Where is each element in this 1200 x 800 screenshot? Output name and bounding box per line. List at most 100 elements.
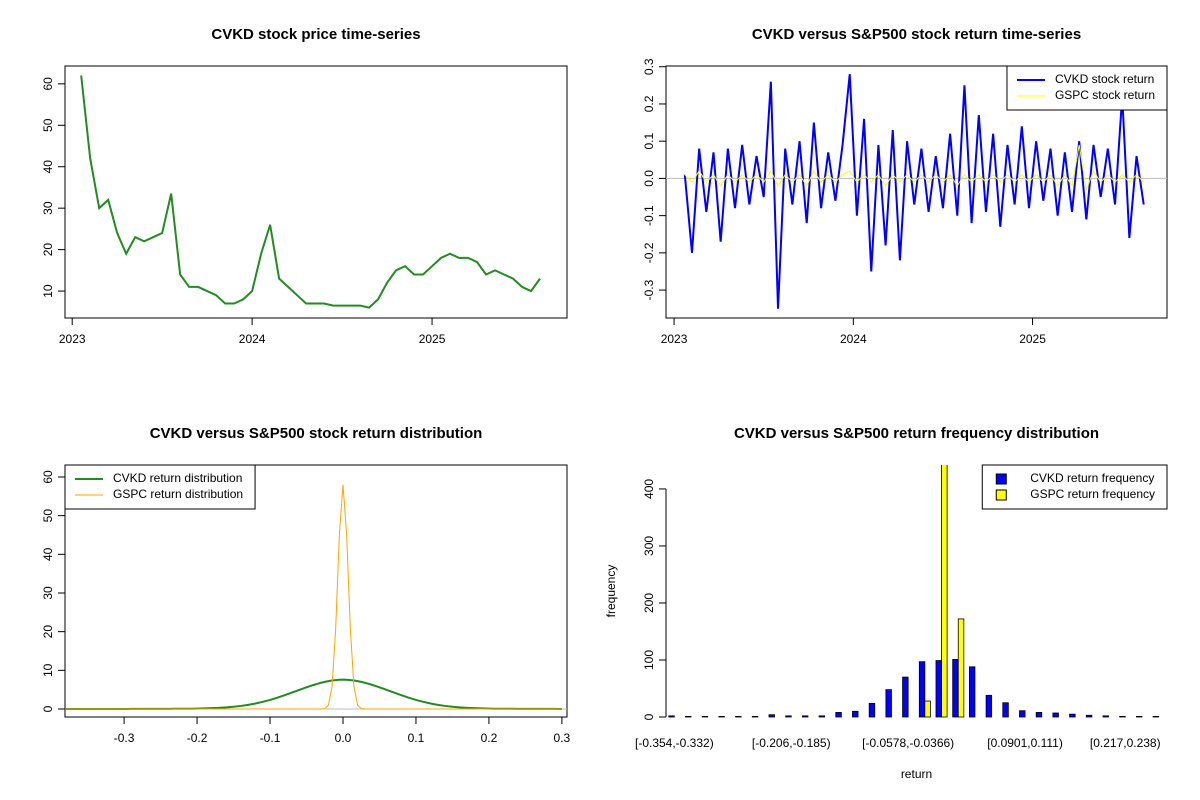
bar: [852, 710, 859, 718]
bar: [701, 716, 709, 718]
bar: [801, 715, 809, 718]
y-tick-label: -0.3: [642, 279, 656, 300]
x-tick-label: 0.0: [335, 731, 352, 745]
bar: [1002, 702, 1009, 718]
x-tick-label: [-0.206,-0.185): [752, 736, 831, 750]
bar: [1135, 716, 1143, 718]
data-line: [65, 484, 562, 710]
x-tick-label: [-0.354,-0.332): [635, 736, 714, 750]
x-tick-label: -0.3: [114, 731, 135, 745]
x-tick-label: [0.0901,0.111): [987, 736, 1063, 750]
bar: [1085, 714, 1093, 718]
plot-frame: [64, 464, 568, 718]
chart-title: CVKD versus S&P500 stock return distribu…: [150, 425, 483, 442]
y-tick-label: 40: [41, 547, 55, 561]
x-tick-label: 2025: [419, 332, 446, 346]
legend-frame: [981, 464, 1168, 510]
y-tick-label: 30: [41, 201, 55, 215]
bar: [1102, 715, 1109, 718]
bar: [918, 661, 926, 718]
data-line: [80, 75, 541, 309]
bar: [985, 694, 993, 718]
legend-frame: [1006, 65, 1168, 111]
bar: [952, 659, 959, 718]
y-tick-label: 10: [41, 663, 55, 677]
chart-title: CVKD versus S&P500 return frequency dist…: [734, 425, 1099, 442]
bar: [935, 660, 942, 718]
legend-label: CVKD return distribution: [113, 471, 242, 485]
y-tick-label: 200: [642, 593, 656, 613]
bar: [1052, 712, 1059, 718]
bar: [751, 716, 759, 718]
bar: [941, 465, 948, 718]
y-tick-label: 20: [41, 625, 55, 639]
bars: [668, 465, 1160, 718]
y-tick-label: 20: [41, 243, 55, 257]
legend-swatch: [995, 473, 1007, 485]
bar: [924, 700, 931, 718]
y-tick-label: 300: [642, 536, 656, 556]
y-tick-label: 40: [41, 160, 55, 174]
y-tick-label: -0.1: [642, 205, 656, 226]
data-line: [683, 74, 1145, 309]
x-tick-label: -0.1: [260, 731, 281, 745]
y-tick-label: 0: [41, 705, 55, 712]
bar: [1069, 713, 1076, 718]
bar: [835, 712, 842, 718]
legend-label: GSPC stock return: [1055, 88, 1155, 102]
bar: [885, 689, 892, 718]
y-tick-label: 0.0: [642, 170, 656, 187]
panel: CVKD versus S&P500 stock return distribu…: [41, 425, 570, 745]
legend-label: GSPC return distribution: [113, 487, 243, 501]
bar: [1035, 712, 1043, 718]
bar: [785, 715, 792, 718]
x-tick-label: 2023: [661, 332, 688, 346]
y-tick-label: 50: [41, 509, 55, 523]
legend: CVKD stock return GSPC stock return: [1006, 65, 1168, 111]
bar: [868, 702, 876, 718]
panel: CVKD versus S&P500 stock return time-ser…: [642, 26, 1168, 346]
legend: CVKD return frequency GSPC return frequen…: [981, 464, 1168, 510]
x-tick-label: [0.217,0.238): [1090, 736, 1161, 750]
legend-frame: [64, 464, 256, 510]
y-tick-label: 30: [41, 586, 55, 600]
bar: [768, 714, 775, 718]
x-tick-label: [-0.0578,-0.0366): [862, 736, 954, 750]
x-tick-label: 2025: [1019, 332, 1046, 346]
bar: [968, 666, 976, 718]
x-tick-label: 2024: [840, 332, 867, 346]
bar: [735, 716, 742, 718]
bar: [957, 618, 965, 718]
x-tick-label: 0.1: [408, 731, 425, 745]
bar: [1152, 716, 1160, 718]
x-axis-label: return: [901, 767, 932, 781]
y-tick-label: 60: [41, 470, 55, 484]
y-tick-label: 0.1: [642, 133, 656, 150]
panel: CVKD versus S&P500 return frequency dist…: [604, 425, 1168, 781]
y-tick-label: 50: [41, 118, 55, 132]
x-tick-label: -0.2: [187, 731, 208, 745]
x-tick-label: 2023: [59, 332, 86, 346]
panel: CVKD stock price time-series 10 20 30 40 50 60…: [41, 26, 568, 346]
y-tick-label: 60: [41, 77, 55, 91]
plot-frame: [64, 65, 568, 319]
chart-title: CVKD stock price time-series: [211, 26, 420, 43]
bar: [668, 715, 675, 718]
legend-swatch: [995, 489, 1007, 501]
x-tick-label: 0.3: [554, 731, 571, 745]
bar: [902, 676, 909, 718]
legend: CVKD return distribution GSPC return dist…: [64, 464, 256, 510]
bar: [718, 716, 725, 718]
x-tick-label: 2024: [239, 332, 266, 346]
y-tick-label: 0.2: [642, 95, 656, 112]
legend-label: CVKD stock return: [1055, 72, 1154, 86]
y-axis-label: frequency: [604, 565, 618, 618]
legend-label: GSPC return frequency: [1030, 487, 1155, 501]
plot-frame: [665, 65, 1168, 319]
bar: [685, 716, 692, 718]
data-line: [684, 144, 1145, 192]
chart-title: CVKD versus S&P500 stock return time-ser…: [752, 26, 1081, 43]
x-tick-label: 0.2: [481, 731, 498, 745]
